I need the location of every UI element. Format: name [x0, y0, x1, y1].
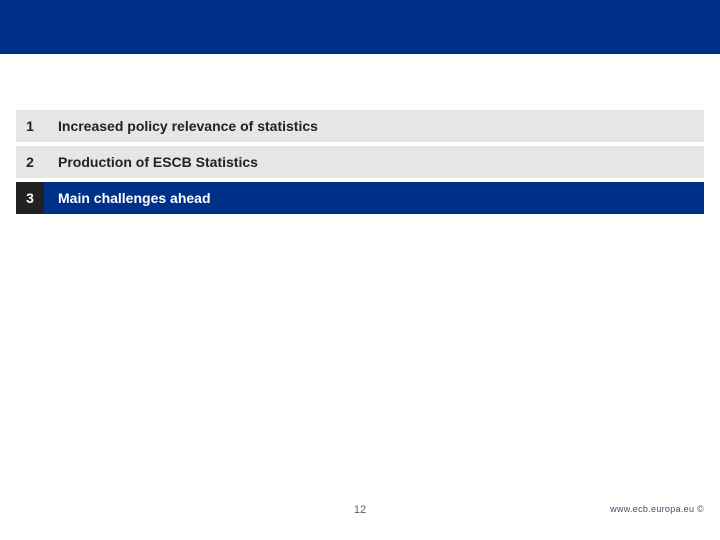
agenda-label: Main challenges ahead — [44, 182, 704, 214]
agenda-content: 1 Increased policy relevance of statisti… — [0, 54, 720, 214]
agenda-row: 1 Increased policy relevance of statisti… — [16, 110, 704, 142]
footer-url: www.ecb.europa.eu © — [610, 504, 704, 514]
agenda-number: 1 — [16, 110, 44, 142]
agenda-number: 2 — [16, 146, 44, 178]
title-header-bar — [0, 0, 720, 54]
agenda-row: 2 Production of ESCB Statistics — [16, 146, 704, 178]
agenda-label: Increased policy relevance of statistics — [44, 110, 704, 142]
agenda-label: Production of ESCB Statistics — [44, 146, 704, 178]
agenda-row: 3 Main challenges ahead — [16, 182, 704, 214]
slide-footer: 12 www.ecb.europa.eu © — [0, 504, 720, 524]
page-number: 12 — [354, 504, 366, 516]
agenda-number: 3 — [16, 182, 44, 214]
